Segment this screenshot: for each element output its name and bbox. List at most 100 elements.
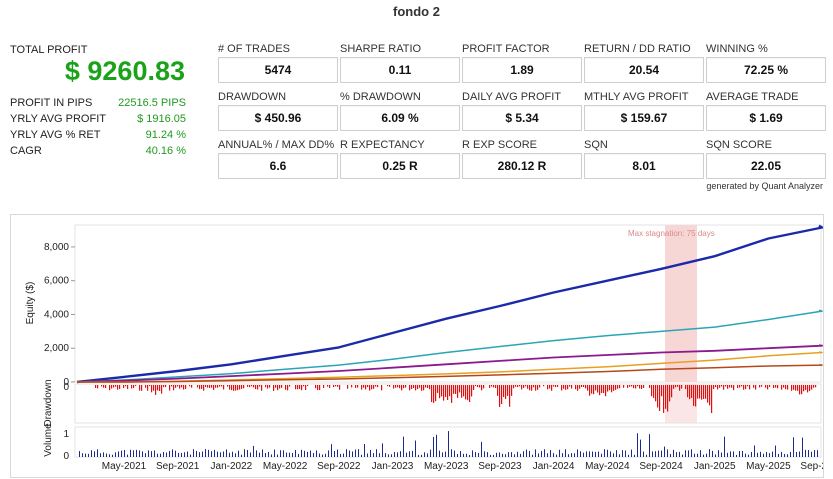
volume-bar (481, 441, 482, 457)
drawdown-bar (189, 385, 191, 387)
volume-bar (229, 452, 230, 457)
volume-bar (319, 453, 320, 457)
drawdown-bar (389, 385, 391, 387)
drawdown-bar (463, 385, 465, 397)
volume-bar (535, 449, 536, 457)
volume-bar (397, 452, 398, 457)
volume-bar (670, 453, 671, 457)
drawdown-bar (805, 385, 807, 391)
drawdown-bar (237, 385, 239, 391)
volume-bar (550, 450, 551, 457)
drawdown-bar (793, 385, 795, 390)
volume-bar (196, 450, 197, 457)
volume-bar (748, 454, 749, 457)
volume-bar (340, 453, 341, 457)
drawdown-bar (651, 385, 653, 397)
drawdown-bar (289, 385, 291, 387)
drawdown-bar (335, 385, 337, 387)
volume-bar (733, 451, 734, 457)
volume-bar (127, 454, 128, 457)
drawdown-bar (741, 385, 743, 387)
volume-bar (283, 450, 284, 457)
drawdown-bar (673, 385, 675, 389)
report-title: fondo 2 (393, 4, 440, 19)
drawdown-bar (185, 385, 187, 389)
volume-bar (712, 450, 713, 457)
metric-label: DRAWDOWN (218, 91, 287, 103)
volume-bar (376, 449, 377, 457)
volume-bar (517, 451, 518, 457)
equity-axis-title: Equity ($) (25, 282, 36, 325)
drawdown-bar (229, 385, 231, 390)
drawdown-bar (649, 385, 651, 388)
volume-bar (811, 451, 812, 457)
volume-bar (814, 450, 815, 457)
volume-bar (271, 454, 272, 457)
volume-bar (796, 451, 797, 457)
metric-value: 6.6 (218, 153, 338, 179)
drawdown-bar (497, 385, 499, 396)
drawdown-bar (743, 385, 745, 390)
volume-bar (715, 454, 716, 457)
drawdown-bar (629, 385, 631, 387)
volume-bar (784, 453, 785, 457)
metric-return-dd-ratio: RETURN / DD RATIO 20.54 (584, 43, 704, 83)
drawdown-bar (157, 385, 159, 391)
volume-bar (205, 449, 206, 457)
volume-bar (676, 452, 677, 457)
volume-bar (697, 453, 698, 457)
series-line-brown (77, 364, 823, 383)
drawdown-bar (113, 385, 115, 388)
equity-ytick-label: 8,000 (44, 242, 69, 253)
volume-bar (448, 431, 449, 457)
volume-bar (487, 452, 488, 457)
volume-bar (616, 450, 617, 457)
volume-bar (457, 453, 458, 457)
drawdown-bar (177, 385, 179, 387)
chart-canvas: Max stagnation: 75 days 8,000 6,000 4,000 2,… (25, 224, 823, 472)
drawdown-bar (535, 385, 537, 391)
drawdown-bar (637, 385, 639, 387)
x-axis-label: May-2022 (263, 461, 308, 472)
volume-bar (817, 450, 818, 457)
volume-bar (403, 436, 404, 457)
volume-bar (88, 453, 89, 457)
volume-bar (769, 453, 770, 457)
drawdown-bar (319, 385, 321, 391)
drawdown-bar (635, 385, 637, 389)
drawdown-bar (773, 385, 775, 388)
volume-bar (418, 454, 419, 457)
volume-bar (175, 450, 176, 457)
volume-bar (178, 452, 179, 457)
stat-row-yrly-avg-profit: YRLY AVG PROFIT $ 1916.05 (10, 111, 186, 127)
metric-value: $ 159.67 (584, 105, 704, 131)
volume-bar (442, 452, 443, 457)
drawdown-bar (269, 385, 271, 388)
volume-bar (124, 449, 125, 457)
stat-label: YRLY AVG % RET (10, 129, 101, 141)
drawdown-bar (411, 385, 413, 389)
drawdown-bar (723, 385, 725, 390)
volume-bar (496, 452, 497, 457)
drawdown-bar (617, 385, 619, 389)
volume-bar (685, 450, 686, 457)
volume-bar (472, 450, 473, 457)
drawdown-bar (387, 385, 389, 387)
drawdown-bar (503, 385, 505, 398)
drawdown-bar (403, 385, 405, 389)
volume-bar (241, 454, 242, 457)
drawdown-bar (745, 385, 747, 390)
volume-bar (781, 451, 782, 457)
volume-bar (766, 451, 767, 457)
drawdown-bar (705, 385, 707, 399)
volume-bar (163, 451, 164, 457)
drawdown-bar (699, 385, 701, 399)
drawdown-bar (97, 385, 99, 389)
volume-bar (793, 437, 794, 457)
volume-bar (328, 450, 329, 457)
drawdown-bar (139, 385, 141, 391)
volume-bar (658, 450, 659, 457)
drawdown-bar (209, 385, 211, 388)
drawdown-bar (713, 385, 715, 390)
drawdown-bar (701, 385, 703, 400)
